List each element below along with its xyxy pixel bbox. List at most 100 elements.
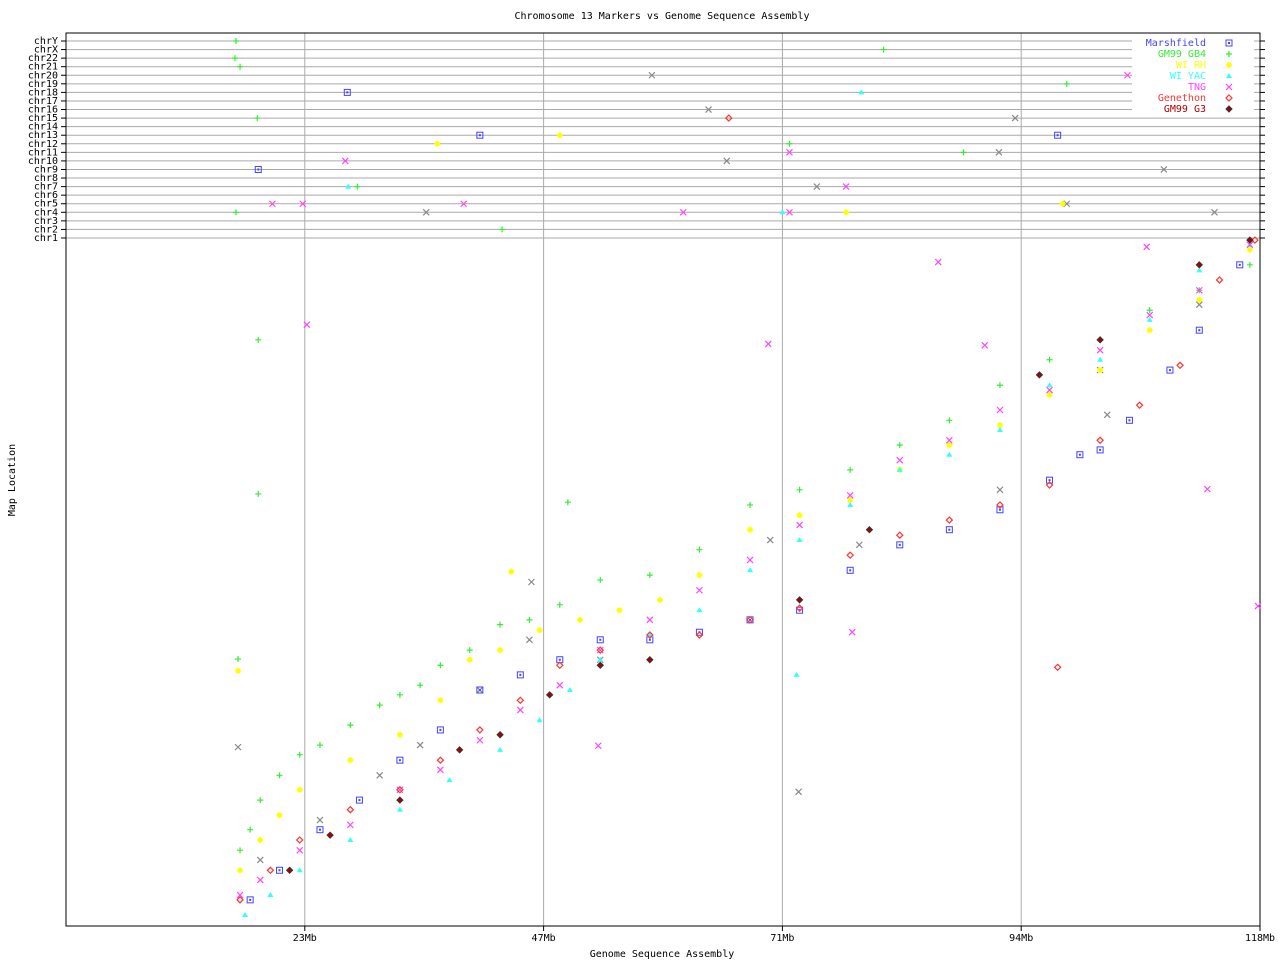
chromosome-label: chr19: [28, 79, 58, 90]
data-point: [556, 601, 563, 608]
data-point: [996, 501, 1004, 509]
data-point: [646, 656, 654, 664]
data-point: [276, 772, 283, 779]
data-point: [645, 631, 654, 639]
off-chromosome-point: [556, 132, 563, 139]
data-point: [696, 586, 703, 594]
chromosome-label: chr21: [28, 62, 58, 73]
off-chromosome-point: [343, 88, 351, 96]
data-point: [1143, 243, 1151, 251]
legend-label: Marshfield: [1146, 38, 1206, 49]
off-chromosome-point: [843, 209, 850, 216]
data-point: [247, 826, 254, 833]
data-point: [746, 616, 754, 624]
data-point: [796, 512, 803, 519]
chromosome-label: chr6: [34, 190, 58, 201]
data-point: [1096, 436, 1104, 445]
data-point: [1046, 386, 1053, 394]
data-point: [235, 667, 242, 674]
data-point: [347, 722, 354, 729]
data-point: [276, 866, 284, 874]
data-point: [996, 406, 1004, 414]
data-point: [347, 837, 354, 842]
data-point: [896, 442, 903, 449]
chromosome-label: chr22: [28, 53, 58, 64]
data-point: [945, 436, 953, 444]
data-point: [545, 691, 554, 699]
data-point: [326, 831, 334, 839]
data-point: [747, 501, 754, 508]
data-point: [1046, 391, 1053, 398]
data-point: [295, 836, 304, 844]
off-chromosome-point: [299, 200, 307, 208]
data-point: [616, 607, 623, 614]
data-point: [1096, 336, 1104, 344]
data-point: [346, 805, 355, 814]
data-point: [847, 501, 854, 507]
data-point: [1246, 241, 1254, 249]
chromosome-row-labels: chr1chr2chr3chr4chr5chr6chr7chr8chr9chr1…: [28, 36, 58, 244]
off-chromosome-point: [354, 183, 361, 190]
data-point: [566, 687, 573, 693]
off-chromosome-point: [858, 89, 865, 95]
legend-label: WI YAC: [1170, 71, 1206, 82]
data-point: [946, 417, 953, 424]
off-chromosome-point: [237, 63, 244, 70]
off-chromosome-point: [499, 226, 506, 233]
x-tick-label: 118Mb: [1245, 933, 1275, 944]
data-point: [795, 596, 804, 604]
data-point: [1196, 296, 1203, 303]
data-point: [256, 876, 264, 884]
data-point: [1236, 261, 1244, 269]
data-point: [1146, 311, 1154, 319]
data-point: [996, 426, 1003, 432]
data-point: [396, 731, 403, 738]
data-point: [237, 847, 244, 854]
off-chromosome-point: [231, 55, 238, 62]
data-point: [497, 746, 504, 752]
data-point: [346, 821, 354, 829]
data-point: [596, 646, 605, 654]
off-chromosome-point: [705, 106, 712, 113]
data-point: [996, 486, 1004, 494]
legend-label: GM99 GB4: [1158, 49, 1206, 60]
data-point: [795, 604, 804, 612]
data-point: [536, 717, 543, 723]
data-point: [235, 656, 242, 663]
chromosome-label: chr1: [34, 233, 58, 244]
x-tick-label: 94Mb: [1009, 933, 1033, 944]
data-point: [1146, 316, 1153, 322]
off-chromosome-point: [960, 149, 967, 156]
data-point: [766, 536, 774, 544]
data-point: [796, 521, 804, 529]
off-chromosome-point: [341, 157, 349, 165]
data-point: [436, 766, 444, 774]
data-point: [236, 896, 244, 904]
data-point: [508, 568, 515, 575]
chromosome-label: chr15: [28, 113, 58, 124]
data-point: [1246, 261, 1253, 268]
data-point: [696, 546, 703, 553]
data-point: [1045, 481, 1054, 489]
data-point: [516, 671, 524, 679]
chromosome-label: chrY: [34, 36, 58, 47]
data-point: [347, 757, 354, 764]
data-point: [246, 896, 254, 904]
series-gm99-g3: [285, 236, 1254, 874]
data-point: [296, 751, 303, 758]
chromosome-label: chr20: [28, 70, 58, 81]
data-point: [466, 656, 473, 663]
data-point: [1103, 411, 1111, 419]
data-point: [996, 422, 1003, 429]
x-tick-label: 47Mb: [532, 933, 556, 944]
data-point: [846, 551, 855, 560]
x-tick-label: 23Mb: [293, 933, 317, 944]
off-chromosome-point: [842, 183, 850, 191]
data-point: [945, 526, 953, 534]
chromosome-label: chr3: [34, 216, 58, 227]
off-chromosome-point: [786, 208, 793, 216]
data-point: [416, 741, 424, 749]
data-point: [796, 606, 804, 614]
